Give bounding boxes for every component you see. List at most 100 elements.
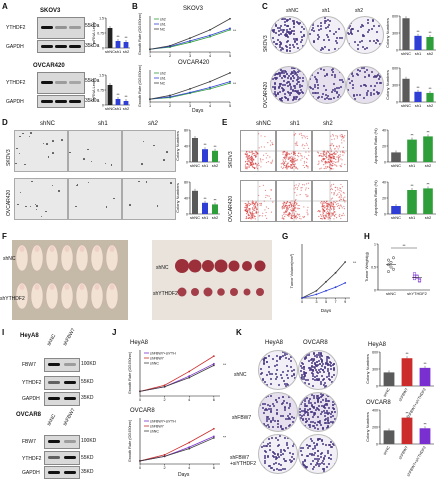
- colony-dot: [281, 17, 284, 20]
- colony-dot: [312, 416, 315, 419]
- colony-dot: [293, 377, 296, 380]
- y-tick-label: 0.5: [371, 266, 376, 270]
- colony-dot: [278, 444, 281, 447]
- data-point: [389, 260, 393, 264]
- colony-dot: [347, 27, 350, 30]
- colony-dot: [320, 424, 323, 427]
- colony-dot: [261, 381, 264, 384]
- mouse: [45, 244, 59, 272]
- colony-dot: [326, 465, 329, 468]
- colony-dot: [323, 410, 326, 413]
- colony-dot: [264, 461, 267, 464]
- y-tick-label: 80: [184, 129, 188, 133]
- colony-dot: [327, 449, 330, 452]
- column-label: shNC: [256, 121, 272, 127]
- colony-dot: [45, 210, 47, 213]
- colony-dot: [275, 378, 278, 381]
- colony-dot: [318, 438, 321, 441]
- colony-dot: [323, 371, 326, 374]
- colony-dot: [326, 410, 329, 413]
- colony-dot: [339, 98, 342, 101]
- colony-dot: [259, 399, 262, 402]
- colony-dot: [350, 72, 353, 75]
- colony-dot: [315, 353, 318, 356]
- colony-dot: [321, 427, 324, 430]
- kda-label: 55KD: [81, 379, 94, 385]
- colony-dot: [285, 418, 288, 421]
- colony-dot: [288, 394, 291, 397]
- colony-dot: [311, 87, 314, 90]
- x-tick-label: shNC: [401, 103, 411, 108]
- colony-dot: [323, 468, 326, 471]
- colony-dot: [370, 92, 373, 95]
- data-point: [229, 80, 231, 83]
- colony-dot: [310, 404, 313, 407]
- significance-mark: **: [116, 34, 120, 39]
- colony-dot: [300, 410, 303, 413]
- y-tick-label: 0: [384, 161, 386, 165]
- colony-dot: [302, 398, 305, 401]
- x-tick-label: shNC: [401, 51, 411, 56]
- y-tick-label: 400: [372, 409, 378, 413]
- x-tick-label: sh2: [427, 103, 434, 108]
- colony-dot: [278, 84, 281, 87]
- colony-dot: [264, 409, 267, 412]
- x-tick-label: shFBW7+siYTHDF2: [406, 388, 427, 420]
- colony-dot: [300, 90, 303, 93]
- colony-dot: [278, 463, 280, 466]
- colony-dot: [316, 37, 319, 40]
- x-tick-label: 2: [169, 54, 171, 58]
- colony-dot: [327, 417, 330, 420]
- colony-dot: [277, 454, 280, 457]
- colony-dot: [317, 364, 320, 367]
- colony-dot: [274, 77, 277, 80]
- colony-dot: [286, 35, 289, 38]
- y-tick-label: 0: [396, 101, 398, 105]
- colony-dot: [301, 400, 304, 403]
- colony-dot: [329, 412, 332, 415]
- flow-cytometry-plot: [312, 130, 348, 172]
- colony-dot: [299, 419, 302, 422]
- x-tick-label: 3: [315, 300, 317, 304]
- colony-dot: [318, 36, 321, 39]
- colony-dot: [267, 365, 270, 368]
- colony-dot: [288, 46, 291, 49]
- colony-dot: [326, 420, 329, 423]
- colony-dot: [274, 88, 277, 91]
- colony-dot: [300, 367, 303, 370]
- mouse: [90, 282, 104, 310]
- colony-dot: [302, 96, 305, 99]
- panel-label-c: C: [262, 2, 268, 11]
- colony-dot: [272, 94, 275, 97]
- significance-mark: **: [233, 81, 237, 86]
- colony-dot: [333, 462, 336, 465]
- colony-dot: [324, 415, 327, 418]
- colony-dot: [273, 72, 276, 75]
- colony-dot: [293, 84, 296, 87]
- colony-dot: [317, 460, 320, 463]
- x-tick-label: sh1: [415, 51, 422, 56]
- data-point: [387, 258, 390, 262]
- y-tick-label: 1.5: [99, 17, 104, 21]
- legend-label: shFBW7+siYTH: [150, 419, 176, 423]
- data-point: [188, 370, 191, 373]
- colony-dot: [286, 25, 289, 28]
- colony-dot: [284, 24, 287, 27]
- colony-dot: [260, 373, 263, 376]
- colony-dot: [277, 438, 279, 441]
- colony-dot: [314, 411, 317, 414]
- colony-dot: [328, 48, 331, 51]
- colony-dot: [322, 463, 325, 466]
- colony-dot: [46, 143, 48, 145]
- colony-dot: [301, 447, 304, 450]
- colony-dot: [305, 393, 308, 396]
- colony-dot: [298, 99, 301, 102]
- colony-dot: [266, 394, 269, 397]
- colony-dot: [353, 41, 356, 44]
- colony-dot: [270, 395, 273, 398]
- colony-dot: [356, 93, 358, 96]
- colony-dot: [270, 409, 273, 412]
- panel-label-h: H: [364, 232, 370, 241]
- colony-dot: [331, 469, 334, 472]
- colony-dot: [277, 38, 280, 41]
